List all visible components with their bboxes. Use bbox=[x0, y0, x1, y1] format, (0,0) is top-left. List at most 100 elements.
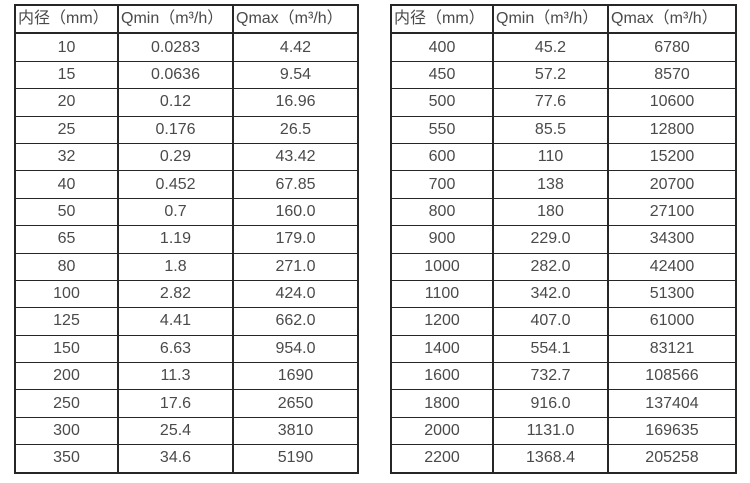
table-cell: 0.0636 bbox=[117, 60, 234, 90]
table-cell: 0.29 bbox=[117, 142, 234, 172]
table-cell: 150 bbox=[14, 334, 119, 364]
table-row: 100 2.82 424.0 bbox=[14, 279, 359, 309]
table-cell: 9.54 bbox=[232, 60, 359, 90]
table-cell: 77.6 bbox=[492, 88, 609, 117]
table-cell: 20 bbox=[14, 88, 119, 117]
table-cell: 138 bbox=[492, 170, 609, 199]
table-row: 50 0.7 160.0 bbox=[14, 197, 359, 227]
header-diameter: 内径（mm） bbox=[14, 4, 119, 35]
table-cell: 0.452 bbox=[117, 170, 234, 199]
table-cell: 45.2 bbox=[492, 32, 609, 62]
table-cell: 27100 bbox=[607, 197, 737, 227]
table-cell: 67.85 bbox=[232, 170, 359, 199]
table-row: 450 57.2 8570 bbox=[390, 60, 737, 90]
table-cell: 108566 bbox=[607, 362, 737, 391]
table-cell: 500 bbox=[390, 88, 494, 117]
table-cell: 5190 bbox=[232, 444, 359, 474]
table-cell: 342.0 bbox=[492, 279, 609, 309]
table-cell: 15 bbox=[14, 60, 119, 90]
header-qmax: Qmax（m³/h） bbox=[232, 4, 359, 35]
table-cell: 205258 bbox=[607, 444, 737, 474]
table-row: 300 25.4 3810 bbox=[14, 416, 359, 446]
header-row: 内径（mm） Qmin（m³/h） Qmax（m³/h） bbox=[390, 4, 737, 35]
table-cell: 0.12 bbox=[117, 88, 234, 117]
table-cell: 1000 bbox=[390, 252, 494, 281]
table-cell: 20700 bbox=[607, 170, 737, 199]
table-row: 200 11.3 1690 bbox=[14, 362, 359, 391]
table-cell: 51300 bbox=[607, 279, 737, 309]
table-cell: 916.0 bbox=[492, 389, 609, 418]
table-cell: 169635 bbox=[607, 416, 737, 446]
table-row: 400 45.2 6780 bbox=[390, 32, 737, 62]
header-qmin: Qmin（m³/h） bbox=[117, 4, 234, 35]
table-cell: 200 bbox=[14, 362, 119, 391]
table-cell: 271.0 bbox=[232, 252, 359, 281]
table-cell: 1100 bbox=[390, 279, 494, 309]
table-cell: 180 bbox=[492, 197, 609, 227]
table-cell: 32 bbox=[14, 142, 119, 172]
table-cell: 450 bbox=[390, 60, 494, 90]
table-cell: 110 bbox=[492, 142, 609, 172]
table-cell: 954.0 bbox=[232, 334, 359, 364]
table-row: 550 85.5 12800 bbox=[390, 115, 737, 144]
table-row: 1200 407.0 61000 bbox=[390, 307, 737, 336]
table-cell: 10600 bbox=[607, 88, 737, 117]
table-cell: 800 bbox=[390, 197, 494, 227]
table-cell: 662.0 bbox=[232, 307, 359, 336]
table-row: 900 229.0 34300 bbox=[390, 225, 737, 254]
table-cell: 2.82 bbox=[117, 279, 234, 309]
table-cell: 4.42 bbox=[232, 32, 359, 62]
header-row: 内径（mm） Qmin（m³/h） Qmax（m³/h） bbox=[14, 4, 359, 35]
table-row: 600 110 15200 bbox=[390, 142, 737, 172]
table-row: 20 0.12 16.96 bbox=[14, 88, 359, 117]
table-cell: 57.2 bbox=[492, 60, 609, 90]
table-row: 125 4.41 662.0 bbox=[14, 307, 359, 336]
tables-wrap: 内径（mm） Qmin（m³/h） Qmax（m³/h） 10 0.0283 4.4… bbox=[14, 4, 737, 474]
table-row: 2000 1131.0 169635 bbox=[390, 416, 737, 446]
table-row: 2200 1368.4 205258 bbox=[390, 444, 737, 474]
table-cell: 80 bbox=[14, 252, 119, 281]
table-cell: 400 bbox=[390, 32, 494, 62]
table-cell: 40 bbox=[14, 170, 119, 199]
table-cell: 0.0283 bbox=[117, 32, 234, 62]
table-cell: 282.0 bbox=[492, 252, 609, 281]
table-cell: 0.7 bbox=[117, 197, 234, 227]
header-qmin: Qmin（m³/h） bbox=[492, 4, 609, 35]
table-cell: 43.42 bbox=[232, 142, 359, 172]
table-row: 700 138 20700 bbox=[390, 170, 737, 199]
table-cell: 732.7 bbox=[492, 362, 609, 391]
table-cell: 550 bbox=[390, 115, 494, 144]
flow-table-right: 内径（mm） Qmin（m³/h） Qmax（m³/h） 400 45.2 6780… bbox=[390, 4, 737, 474]
table-row: 800 180 27100 bbox=[390, 197, 737, 227]
table-cell: 407.0 bbox=[492, 307, 609, 336]
flow-table-left: 内径（mm） Qmin（m³/h） Qmax（m³/h） 10 0.0283 4.4… bbox=[14, 4, 359, 474]
table-cell: 1.8 bbox=[117, 252, 234, 281]
table-row: 250 17.6 2650 bbox=[14, 389, 359, 418]
table-cell: 25 bbox=[14, 115, 119, 144]
table-cell: 160.0 bbox=[232, 197, 359, 227]
table-cell: 1368.4 bbox=[492, 444, 609, 474]
table-row: 1400 554.1 83121 bbox=[390, 334, 737, 364]
table-row: 40 0.452 67.85 bbox=[14, 170, 359, 199]
table-cell: 1200 bbox=[390, 307, 494, 336]
table-cell: 34.6 bbox=[117, 444, 234, 474]
table-cell: 3810 bbox=[232, 416, 359, 446]
table-cell: 100 bbox=[14, 279, 119, 309]
table-cell: 50 bbox=[14, 197, 119, 227]
table-cell: 11.3 bbox=[117, 362, 234, 391]
table-cell: 1.19 bbox=[117, 225, 234, 254]
table-cell: 350 bbox=[14, 444, 119, 474]
table-row: 80 1.8 271.0 bbox=[14, 252, 359, 281]
table-row: 150 6.63 954.0 bbox=[14, 334, 359, 364]
table-cell: 65 bbox=[14, 225, 119, 254]
table-cell: 0.176 bbox=[117, 115, 234, 144]
table-row: 25 0.176 26.5 bbox=[14, 115, 359, 144]
table-row: 10 0.0283 4.42 bbox=[14, 32, 359, 62]
table-cell: 229.0 bbox=[492, 225, 609, 254]
table-cell: 1131.0 bbox=[492, 416, 609, 446]
table-row: 65 1.19 179.0 bbox=[14, 225, 359, 254]
table-cell: 900 bbox=[390, 225, 494, 254]
table-row: 1000 282.0 42400 bbox=[390, 252, 737, 281]
table-cell: 10 bbox=[14, 32, 119, 62]
